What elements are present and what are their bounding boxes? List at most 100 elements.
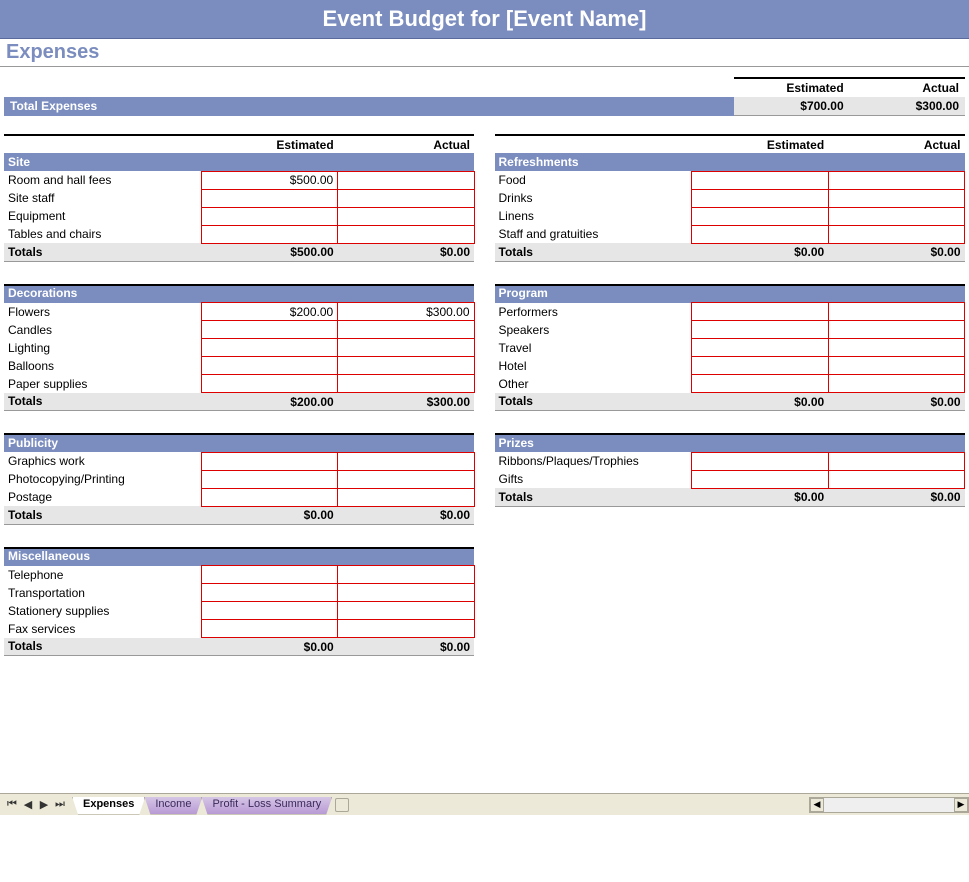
table-row: Site staff (4, 189, 474, 207)
cell-estimated[interactable] (201, 375, 337, 393)
cell-estimated[interactable]: $200.00 (201, 303, 337, 321)
totals-label: Totals (495, 243, 692, 261)
table-row: Equipment (4, 207, 474, 225)
row-label: Gifts (495, 470, 692, 488)
col-header-estimated: Estimated (734, 78, 849, 97)
cell-actual[interactable] (828, 171, 964, 189)
col-header-actual: Actual (828, 135, 964, 153)
cell-actual[interactable] (338, 584, 474, 602)
sheet-nav-next[interactable]: ▶ (36, 797, 52, 813)
scroll-right-icon[interactable]: ▶ (954, 798, 968, 812)
cell-actual[interactable] (828, 357, 964, 375)
cell-actual[interactable] (338, 207, 474, 225)
cell-actual[interactable]: $300.00 (338, 303, 474, 321)
table-row: Balloons (4, 357, 474, 375)
totals-estimated: $0.00 (692, 393, 828, 411)
cell-actual[interactable] (338, 225, 474, 243)
cell-actual[interactable] (338, 375, 474, 393)
cell-actual[interactable] (828, 189, 964, 207)
cell-estimated[interactable] (201, 584, 337, 602)
totals-label: Totals (495, 393, 692, 411)
cell-actual[interactable] (338, 357, 474, 375)
cell-estimated[interactable]: $500.00 (201, 171, 337, 189)
totals-actual: $0.00 (338, 638, 474, 656)
sheet-tab[interactable]: Profit - Loss Summary (201, 797, 332, 815)
cell-actual[interactable] (338, 171, 474, 189)
cell-actual[interactable] (828, 225, 964, 243)
cell-actual[interactable] (338, 488, 474, 506)
row-label: Linens (495, 207, 692, 225)
cell-estimated[interactable] (692, 171, 828, 189)
sheet-nav-first[interactable]: ⏮ (4, 797, 20, 813)
cell-estimated[interactable] (692, 357, 828, 375)
cell-estimated[interactable] (692, 452, 828, 470)
cell-estimated[interactable] (201, 357, 337, 375)
cell-actual[interactable] (338, 339, 474, 357)
cell-estimated[interactable] (201, 452, 337, 470)
totals-label: Totals (4, 393, 201, 411)
cell-actual[interactable] (828, 207, 964, 225)
cell-estimated[interactable] (692, 207, 828, 225)
totals-estimated: $0.00 (692, 488, 828, 506)
row-label: Travel (495, 339, 692, 357)
cell-actual[interactable] (338, 470, 474, 488)
cell-estimated[interactable] (201, 339, 337, 357)
sheet-nav-prev[interactable]: ◀ (20, 797, 36, 813)
row-label: Other (495, 375, 692, 393)
cell-estimated[interactable] (692, 321, 828, 339)
category-header: Site (4, 153, 474, 171)
totals-actual: $0.00 (338, 506, 474, 524)
table-row: Graphics work (4, 452, 474, 470)
cell-estimated[interactable] (201, 620, 337, 638)
table-row: Stationery supplies (4, 602, 474, 620)
cell-actual[interactable] (828, 375, 964, 393)
cell-estimated[interactable] (692, 225, 828, 243)
sheet-tabstrip: ⏮ ◀ ▶ ⏭ ExpensesIncomeProfit - Loss Summ… (0, 793, 969, 815)
cell-estimated[interactable] (692, 375, 828, 393)
row-label: Site staff (4, 189, 201, 207)
row-label: Food (495, 171, 692, 189)
cell-estimated[interactable] (692, 189, 828, 207)
cell-actual[interactable] (828, 470, 964, 488)
table-row: Travel (495, 339, 965, 357)
cell-actual[interactable] (338, 452, 474, 470)
cell-estimated[interactable] (201, 321, 337, 339)
cell-actual[interactable] (338, 189, 474, 207)
col-header-estimated: Estimated (692, 135, 828, 153)
cell-estimated[interactable] (201, 225, 337, 243)
table-row: Transportation (4, 584, 474, 602)
cell-estimated[interactable] (201, 488, 337, 506)
cell-estimated[interactable] (692, 303, 828, 321)
cell-estimated[interactable] (201, 207, 337, 225)
category-table: ProgramPerformersSpeakersTravelHotelOthe… (495, 284, 966, 412)
cell-actual[interactable] (338, 566, 474, 584)
totals-actual: $0.00 (338, 243, 474, 261)
category-header: Miscellaneous (4, 548, 474, 566)
row-label: Flowers (4, 303, 201, 321)
cell-actual[interactable] (338, 602, 474, 620)
scroll-left-icon[interactable]: ◀ (810, 798, 824, 812)
cell-estimated[interactable] (692, 339, 828, 357)
tab-scroll-end-icon[interactable] (335, 798, 349, 812)
cell-actual[interactable] (828, 303, 964, 321)
cell-actual[interactable] (828, 452, 964, 470)
sheet-tab[interactable]: Income (144, 797, 202, 815)
horizontal-scrollbar[interactable]: ◀ ▶ (809, 797, 969, 813)
sheet-nav-last[interactable]: ⏭ (52, 797, 68, 813)
cell-estimated[interactable] (201, 470, 337, 488)
cell-actual[interactable] (338, 620, 474, 638)
totals-estimated: $200.00 (201, 393, 337, 411)
cell-estimated[interactable] (201, 566, 337, 584)
cell-estimated[interactable] (692, 470, 828, 488)
cell-actual[interactable] (828, 321, 964, 339)
cell-estimated[interactable] (201, 189, 337, 207)
sheet-tab[interactable]: Expenses (72, 797, 145, 815)
cell-estimated[interactable] (201, 602, 337, 620)
row-label: Transportation (4, 584, 201, 602)
table-row: Lighting (4, 339, 474, 357)
cell-actual[interactable] (338, 321, 474, 339)
totals-estimated: $0.00 (201, 638, 337, 656)
row-label: Equipment (4, 207, 201, 225)
row-label: Paper supplies (4, 375, 201, 393)
cell-actual[interactable] (828, 339, 964, 357)
